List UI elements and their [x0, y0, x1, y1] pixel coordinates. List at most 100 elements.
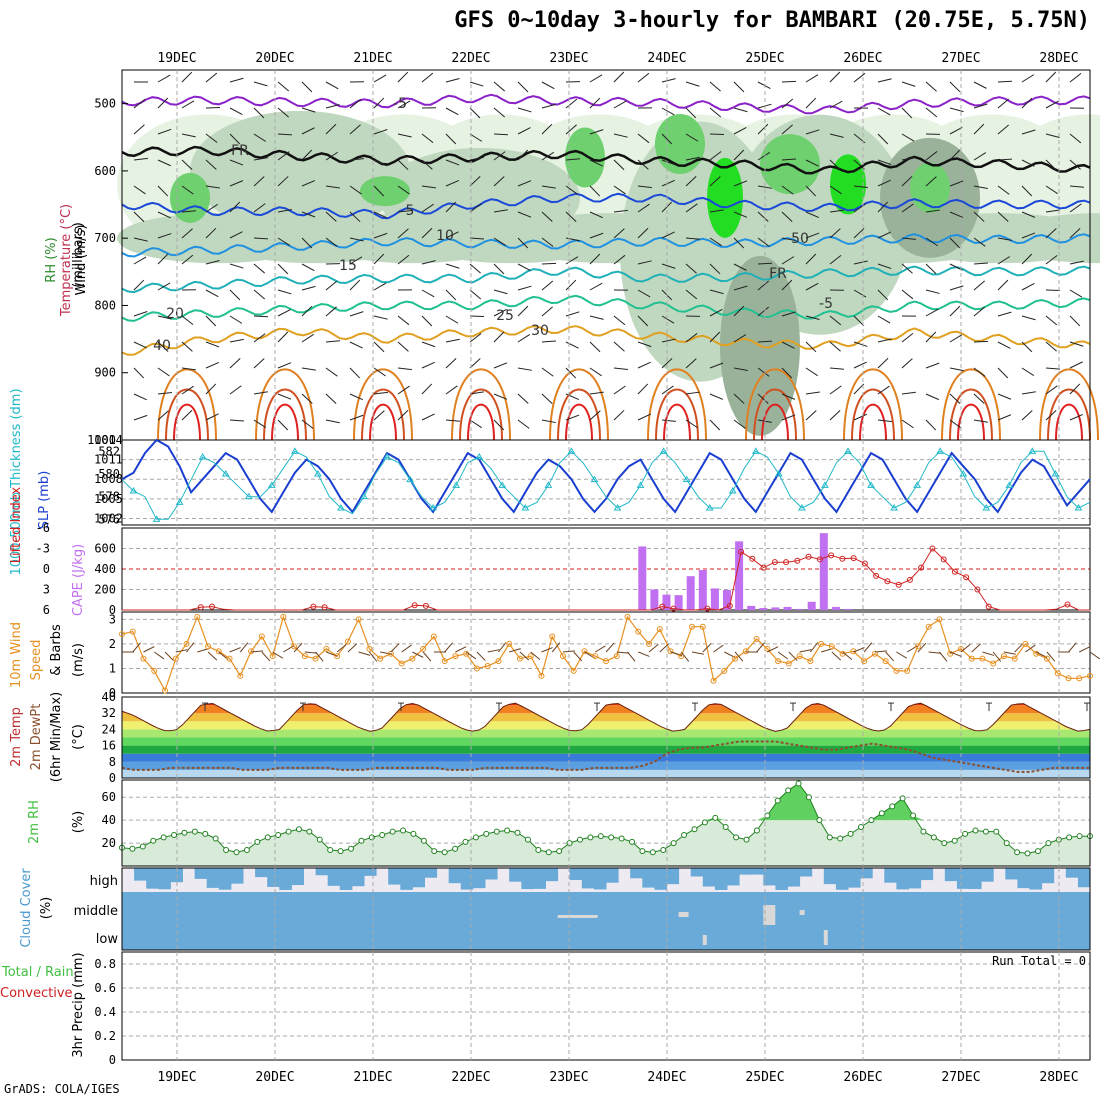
- wind-barb-10m: [229, 647, 241, 653]
- cloud-high-bar: [521, 868, 534, 890]
- wind-barb-10m: [1079, 646, 1091, 653]
- wind-barb: [589, 129, 604, 135]
- wind-barb: [493, 176, 505, 187]
- rh-panel: [121, 779, 1091, 867]
- rh-marker: [514, 829, 521, 836]
- wind-barb: [709, 308, 723, 317]
- wind-barb: [637, 227, 649, 239]
- wind-barb: [133, 279, 145, 291]
- wind-barb: [421, 72, 434, 83]
- wind-barb: [397, 409, 409, 421]
- isotherm-line: [121, 265, 1091, 294]
- rh-marker: [1066, 834, 1073, 841]
- wind-barb: [349, 256, 363, 265]
- wind-barb: [445, 133, 457, 145]
- slp-tick: 1014: [94, 433, 123, 447]
- wind-barb: [1045, 71, 1057, 83]
- wind-barb: [877, 159, 892, 166]
- wind-barb: [1045, 367, 1060, 370]
- rh-marker: [691, 826, 698, 833]
- wind-barb: [685, 133, 699, 142]
- cloud-high-bar: [424, 868, 438, 878]
- wind-barb: [205, 361, 220, 369]
- wind-barb: [853, 72, 866, 83]
- rh-marker: [285, 828, 292, 835]
- wind-barb: [541, 185, 556, 189]
- warm-contour: [949, 388, 993, 441]
- wind-barb: [397, 185, 410, 195]
- wind-barb: [973, 340, 989, 343]
- wind-barb: [493, 263, 505, 275]
- cloud-high-bar: [1005, 868, 1018, 880]
- thickness-marker: [867, 481, 875, 488]
- wind-barb: [565, 256, 579, 265]
- wind-barb: [517, 107, 532, 113]
- wind-barb-10m: [853, 647, 865, 653]
- wind-barb: [181, 185, 194, 195]
- wind-barb: [325, 151, 338, 161]
- wind-barb: [205, 341, 220, 348]
- wind-barb: [253, 419, 267, 428]
- wind-barb: [1069, 185, 1084, 188]
- warm-contour: [843, 368, 903, 441]
- panel-label-line: 1000-500mb Thickness (dm): [9, 388, 24, 575]
- wind-barb: [613, 209, 628, 213]
- thickness-marker: [821, 481, 829, 488]
- warm-contour: [165, 388, 209, 441]
- panel-label: Speed: [29, 640, 44, 681]
- wind-barb: [685, 419, 698, 429]
- cape-bar: [807, 601, 816, 610]
- wind-barb: [757, 262, 773, 265]
- wind-barb: [277, 209, 292, 213]
- wind-barb: [205, 413, 219, 421]
- cloud-high-bar: [448, 868, 462, 884]
- wind-barb: [661, 133, 673, 145]
- wind-barb: [781, 393, 796, 400]
- li-marker: [839, 555, 846, 562]
- wind-barb: [445, 357, 457, 369]
- wind-barb: [325, 104, 340, 109]
- wind-barb-10m: [928, 651, 941, 654]
- wind-speed-marker: [441, 658, 448, 665]
- wind-barb: [157, 282, 171, 291]
- rh-marker: [264, 834, 271, 841]
- wind-barb-10m: [1014, 643, 1024, 653]
- wind-barb-10m: [207, 651, 218, 661]
- wind-speed-marker: [1065, 675, 1072, 682]
- rh-marker: [212, 835, 219, 842]
- wind-speed-marker: [785, 660, 792, 667]
- wind-barb: [397, 315, 410, 326]
- wind-barb: [373, 74, 387, 83]
- wind-barb: [133, 98, 146, 109]
- li-tick: 0: [43, 562, 50, 576]
- date-label-bottom: 21DEC: [353, 1070, 392, 1085]
- wind-barb: [445, 231, 459, 239]
- wind-tick: 3: [109, 612, 116, 626]
- wind-barb: [517, 263, 531, 271]
- date-label-top: 25DEC: [745, 51, 784, 66]
- thickness-marker: [337, 504, 345, 511]
- wind-barb: [709, 176, 721, 187]
- cloud-row-label: low: [96, 932, 119, 947]
- rh-marker: [545, 849, 552, 856]
- wind-barb-10m: [412, 651, 424, 658]
- cloud-high-bar: [944, 868, 958, 882]
- wind-barb: [997, 124, 1010, 135]
- cloud-high-bar: [690, 868, 704, 877]
- wind-speed-marker: [710, 677, 717, 684]
- panel-label: (°C): [71, 724, 86, 750]
- wind-speed-marker: [775, 658, 782, 665]
- thickness-marker: [659, 447, 668, 454]
- cape-tick: 600: [94, 542, 116, 556]
- wind-barb: [949, 285, 964, 291]
- wind-barb: [877, 107, 891, 116]
- rh-marker: [410, 830, 417, 837]
- wind-barb: [277, 81, 290, 92]
- rh-marker: [1024, 850, 1031, 857]
- rh-area: [122, 783, 1090, 866]
- wind-speed-marker: [742, 648, 749, 655]
- wind-barb: [781, 124, 793, 135]
- wind-barb: [757, 185, 772, 189]
- wind-barb: [829, 385, 842, 395]
- credit-label: GrADS: COLA/IGES: [4, 1082, 120, 1096]
